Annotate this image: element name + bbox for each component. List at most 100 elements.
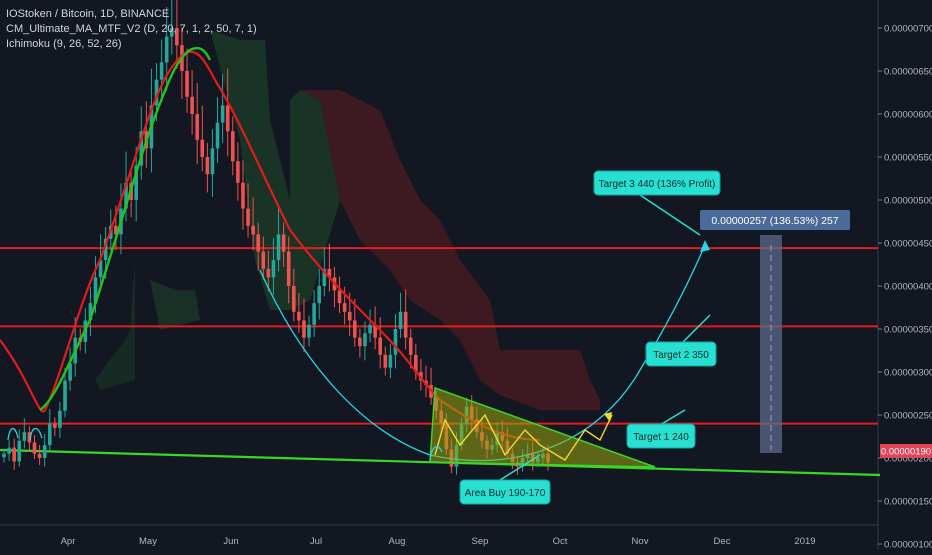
descending-triangle[interactable] — [429, 386, 656, 468]
callout-area-buy[interactable]: Area Buy 190-170 — [459, 454, 551, 505]
y-tick-label: 0.00000450 — [884, 239, 932, 250]
candle-body — [12, 447, 16, 462]
arc-arrowhead — [700, 240, 710, 252]
candle-body — [159, 62, 164, 80]
candle-body — [251, 225, 255, 235]
candle-body — [220, 105, 225, 123]
y-tick-label: 0.00000250 — [884, 411, 932, 422]
candle-body — [266, 268, 271, 278]
x-tick-label: Jun — [223, 536, 238, 547]
candle-body — [124, 182, 128, 209]
x-tick-label: Sep — [472, 536, 489, 547]
x-tick-label: Aug — [389, 536, 406, 547]
area-buy-label: Area Buy 190-170 — [465, 488, 546, 499]
ma-red-line — [0, 50, 541, 442]
candle-body — [22, 432, 27, 441]
ichimoku-cloud — [95, 30, 600, 410]
candle-body — [154, 79, 159, 106]
target2-label: Target 2 350 — [653, 350, 709, 361]
candle-body — [114, 225, 118, 235]
candle-body — [205, 157, 210, 175]
candle-body — [88, 303, 93, 321]
candle-body — [312, 303, 316, 325]
y-tick-label: 0.00000650 — [884, 67, 932, 78]
candle-body — [230, 131, 235, 162]
candle-body — [175, 28, 179, 46]
candle-body — [32, 442, 37, 454]
candle-body — [373, 324, 377, 338]
callout-target2[interactable]: Target 2 350 — [645, 314, 717, 367]
candle-body — [256, 234, 261, 252]
candle-body — [302, 320, 306, 338]
y-tick-label: 0.00000100 — [884, 540, 932, 551]
candle-body — [398, 311, 403, 329]
x-tick-label: May — [139, 536, 157, 547]
candle-body — [347, 311, 352, 321]
x-tick-label: Apr — [61, 536, 76, 547]
target3-label: Target 3 440 (136% Profit) — [599, 179, 716, 190]
candle-body — [225, 105, 230, 132]
y-tick-label: 0.00000300 — [884, 368, 932, 379]
zigzag-projection — [434, 413, 613, 461]
candle-body — [281, 234, 286, 252]
candle-body — [164, 36, 169, 63]
candle-body — [286, 251, 291, 286]
candle-body — [2, 453, 6, 458]
callout-target3[interactable]: Target 3 440 (136% Profit) — [593, 170, 721, 236]
candle-body — [27, 432, 32, 443]
candle-body — [246, 208, 250, 226]
candle-body — [408, 337, 413, 355]
candle-body — [37, 453, 42, 458]
candle-body — [383, 354, 388, 368]
candle-body — [98, 260, 103, 278]
measure-range-box[interactable] — [760, 235, 782, 453]
candle-body — [297, 311, 301, 321]
last-price-tag: 0.00000190 — [880, 444, 932, 458]
y-tick-label: 0.00000350 — [884, 325, 932, 336]
candle-body — [195, 114, 199, 140]
chart-title: IOStoken / Bitcoin, 1D, BINANCE — [6, 8, 170, 20]
candle-body — [414, 354, 418, 372]
candle-body — [200, 139, 205, 157]
indicator-ichimoku-label: Ichimoku (9, 26, 52, 26) — [6, 38, 122, 50]
price-axis[interactable]: 0.00000700 0.00000650 0.00000600 0.00000550… — [877, 0, 932, 551]
candle-body — [378, 337, 383, 355]
measure-value: 0.00000257 (136.53%) 257 — [711, 215, 838, 227]
candle-body — [190, 96, 194, 114]
candle-body — [103, 238, 108, 261]
y-tick-label: 0.00000500 — [884, 196, 932, 207]
y-tick-label: 0.00000200 — [884, 454, 932, 465]
bounce-arrows — [7, 427, 443, 461]
x-tick-label: Jul — [310, 536, 322, 547]
candle-body — [17, 440, 22, 462]
candle-body — [42, 445, 47, 458]
candle-body — [185, 71, 189, 97]
y-tick-label: 0.00000700 — [884, 24, 932, 35]
candle-body — [236, 161, 240, 183]
ma-green-line — [39, 46, 212, 411]
candle-body — [337, 290, 342, 304]
candle-body — [368, 324, 372, 334]
candle-body — [93, 277, 98, 304]
y-tick-label: 0.00000400 — [884, 282, 932, 293]
x-tick-label: Dec — [714, 536, 731, 547]
measure-label[interactable]: 0.00000257 (136.53%) 257 — [700, 210, 850, 230]
candle-body — [317, 286, 322, 304]
callout-target1[interactable]: Target 1 240 — [626, 409, 696, 449]
candle-body — [327, 268, 332, 278]
candle-body — [215, 122, 220, 149]
candle-body — [388, 354, 393, 368]
candle-body — [342, 303, 347, 312]
zigzag-arrowhead — [604, 412, 612, 422]
time-axis[interactable]: Apr May Jun Jul Aug Sep Oct Nov Dec 2019 — [0, 524, 878, 547]
candle-body — [53, 423, 57, 428]
candle-body — [63, 380, 67, 411]
target1-label: Target 1 240 — [633, 432, 689, 443]
candle-body — [68, 363, 72, 381]
y-tick-label: 0.00000550 — [884, 153, 932, 164]
candle-body — [307, 324, 311, 338]
candle-body — [261, 251, 266, 269]
candle-body — [403, 311, 408, 338]
